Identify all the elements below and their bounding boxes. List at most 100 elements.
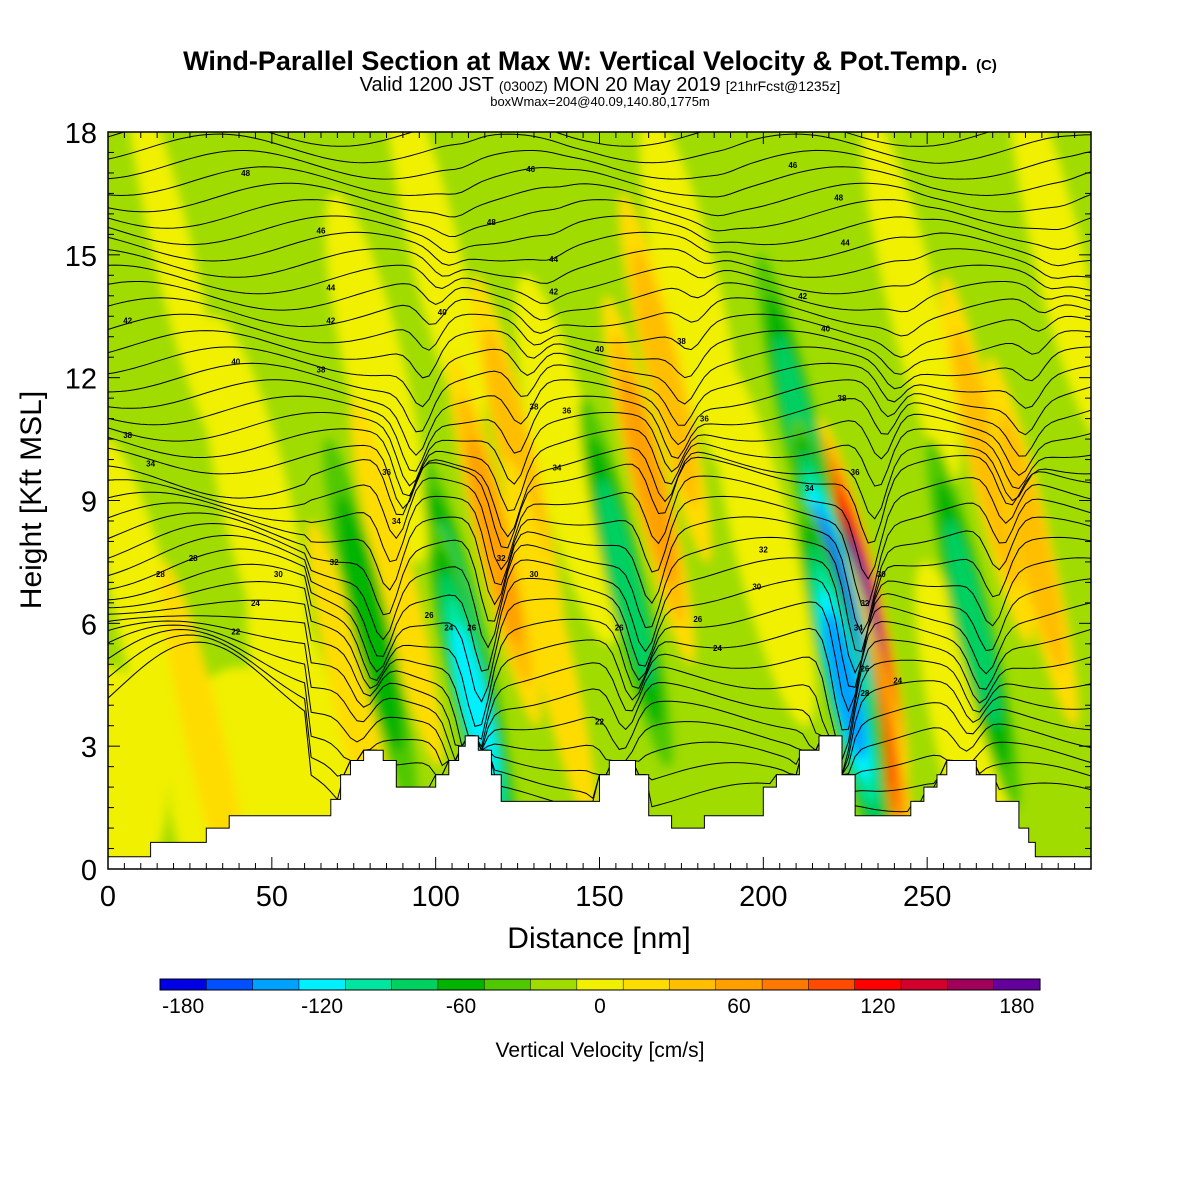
x-tick-label: 0 bbox=[100, 881, 116, 913]
theta-label: 46 bbox=[526, 165, 535, 174]
downdraft-core bbox=[824, 610, 867, 760]
terrain bbox=[108, 735, 1091, 869]
chart-title: Wind-Parallel Section at Max W: Vertical… bbox=[183, 46, 997, 76]
updraft-core bbox=[503, 458, 597, 829]
theta-label: 28 bbox=[156, 570, 165, 579]
colorbar-tick-label: 120 bbox=[860, 995, 895, 1018]
near-zero-band bbox=[861, 132, 960, 481]
theta-label: 26 bbox=[615, 623, 624, 632]
isentrope bbox=[108, 620, 1091, 777]
x-tick-label: 100 bbox=[411, 881, 459, 913]
isentrope bbox=[108, 599, 1091, 775]
colorbar-tick-label: -60 bbox=[446, 995, 476, 1018]
near-zero-band bbox=[386, 132, 485, 441]
colorbar-swatch bbox=[391, 978, 439, 991]
isentrope bbox=[108, 166, 1091, 198]
theta-label: 28 bbox=[189, 554, 198, 563]
theta-label: 26 bbox=[693, 615, 702, 624]
isentropes bbox=[108, 132, 1091, 813]
theta-label: 34 bbox=[805, 484, 814, 493]
near-zero-band bbox=[126, 132, 221, 441]
near-zero-band bbox=[108, 667, 168, 869]
isentrope bbox=[108, 330, 1091, 379]
x-axis-label: Distance [nm] bbox=[507, 922, 690, 955]
colorbar-tick-label: 0 bbox=[594, 995, 606, 1018]
theta-label: 34 bbox=[552, 464, 561, 473]
theta-label: 40 bbox=[821, 325, 830, 334]
isentrope bbox=[108, 281, 1091, 321]
updraft-core bbox=[998, 412, 1066, 671]
theta-label: 24 bbox=[713, 644, 722, 653]
isentrope bbox=[108, 502, 1091, 635]
theta-label: 32 bbox=[330, 558, 339, 567]
theta-label: 42 bbox=[549, 288, 558, 297]
isentrope bbox=[108, 149, 1091, 180]
y-tick-label: 9 bbox=[81, 487, 97, 519]
theta-label: 44 bbox=[549, 255, 558, 264]
y-tick-label: 0 bbox=[81, 855, 97, 887]
theta-label: 32 bbox=[497, 554, 506, 563]
isentrope bbox=[108, 313, 1091, 358]
updraft-core bbox=[621, 376, 677, 585]
isentrope bbox=[108, 615, 1091, 777]
colorbar-swatch bbox=[530, 978, 578, 991]
colorbar-tick-label: 180 bbox=[999, 995, 1034, 1018]
theta-label: 44 bbox=[841, 239, 850, 248]
updraft-core bbox=[952, 330, 1020, 589]
colorbar-tick-label: -180 bbox=[162, 995, 204, 1018]
y-tick-label: 3 bbox=[81, 732, 97, 764]
colorbar-swatch bbox=[298, 978, 346, 991]
colorbar-tick-label: 60 bbox=[727, 995, 750, 1018]
isentrope bbox=[108, 444, 1091, 538]
near-zero-band bbox=[324, 192, 429, 563]
isentrope bbox=[108, 362, 1091, 433]
colorbar-swatch bbox=[715, 978, 763, 991]
chart-subtitle-box: boxWmax=204@40.09,140.80,1775m bbox=[490, 94, 710, 109]
theta-label: 24 bbox=[251, 599, 260, 608]
theta-label: 22 bbox=[595, 718, 604, 727]
colorbar-tick-label: -120 bbox=[301, 995, 343, 1018]
theta-label: 48 bbox=[834, 194, 843, 203]
isentrope bbox=[108, 522, 1091, 674]
y-tick-label: 15 bbox=[65, 241, 97, 273]
chart-subtitle: Valid 1200 JST (0300Z) MON 20 May 2019 [21h… bbox=[360, 74, 841, 96]
plot-area: 48 46 44 42 42 40 38 38 34 36 34 32 30 28 28 24 22 40 26 24… bbox=[108, 132, 1091, 869]
theta-label: 44 bbox=[326, 284, 335, 293]
colorbar-frame bbox=[159, 978, 1041, 991]
isentrope bbox=[108, 428, 1091, 512]
colorbar-swatch bbox=[761, 978, 809, 991]
colorbar-label: Vertical Velocity [cm/s] bbox=[496, 1039, 705, 1062]
isentrope bbox=[108, 412, 1091, 487]
theta-label: 24 bbox=[893, 677, 902, 686]
colorbar: -180 -120 -60 0 60 120 180 bbox=[159, 978, 1041, 1018]
isentrope bbox=[108, 563, 1091, 731]
theta-label: 32 bbox=[759, 546, 768, 555]
colorbar-swatch bbox=[808, 978, 856, 991]
isentrope bbox=[108, 580, 1091, 762]
theta-label: 48 bbox=[241, 169, 250, 178]
y-axis-label: Height [Kft MSL] bbox=[15, 391, 48, 609]
theta-label: 38 bbox=[530, 402, 539, 411]
y-tick-label: 12 bbox=[65, 364, 97, 396]
isentrope bbox=[108, 475, 1091, 580]
isentrope bbox=[108, 534, 1091, 688]
isentrope bbox=[108, 231, 1091, 267]
theta-label: 28 bbox=[860, 689, 869, 698]
colorbar-swatch bbox=[854, 978, 902, 991]
theta-label: 36 bbox=[851, 468, 860, 477]
theta-label: 22 bbox=[231, 628, 240, 637]
isentrope bbox=[108, 215, 1091, 254]
theta-label: 34 bbox=[146, 460, 155, 469]
theta-label: 42 bbox=[123, 316, 132, 325]
theta-label: 36 bbox=[382, 468, 391, 477]
theta-label: 38 bbox=[677, 337, 686, 346]
theta-label: 38 bbox=[838, 394, 847, 403]
theta-label: 42 bbox=[326, 316, 335, 325]
colorbar-swatch bbox=[669, 978, 717, 991]
isentrope bbox=[108, 182, 1091, 218]
theta-label: 34 bbox=[854, 623, 863, 632]
colorbar-swatch bbox=[622, 978, 671, 991]
y-tick-label: 6 bbox=[81, 609, 97, 641]
